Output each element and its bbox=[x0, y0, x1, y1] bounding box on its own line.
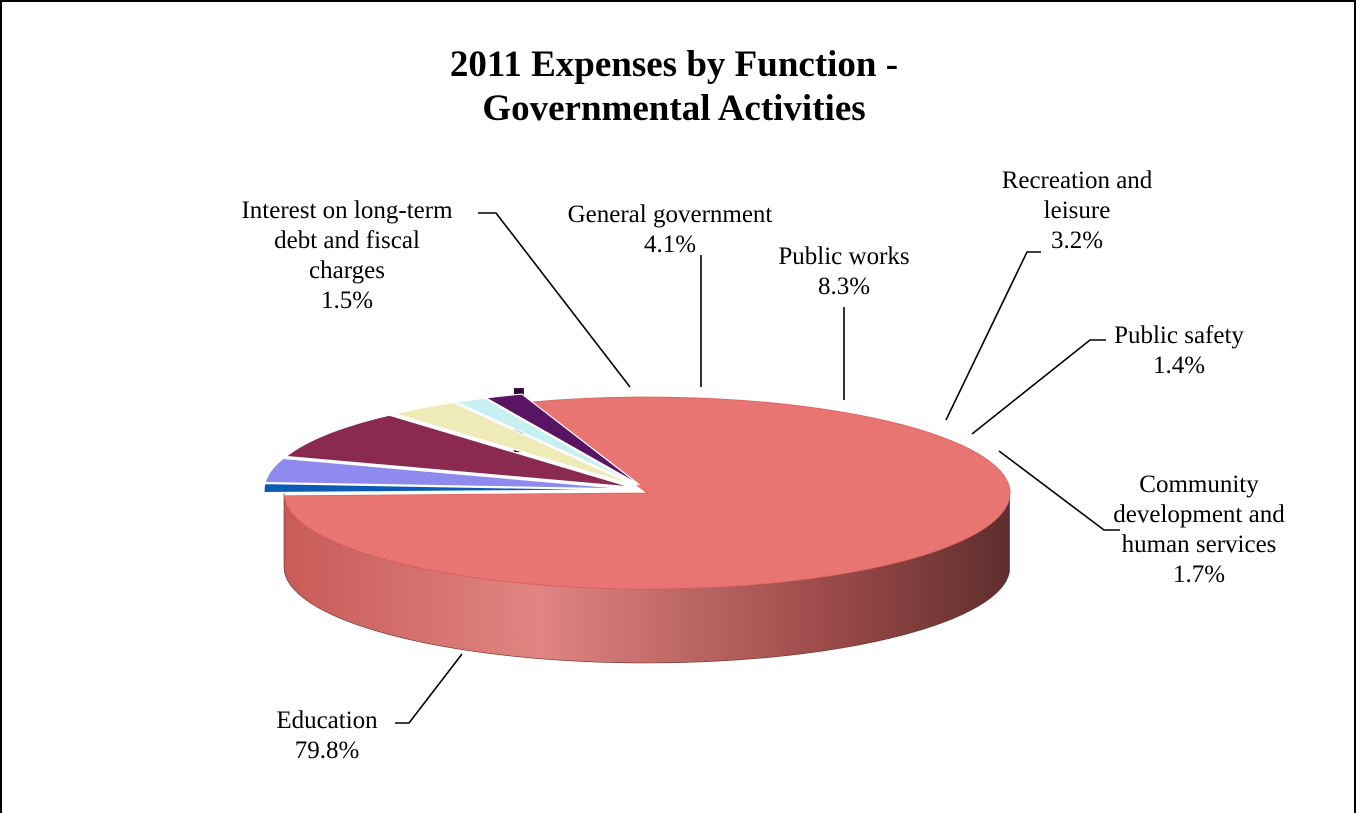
label-interest-line-2: debt and fiscal bbox=[274, 227, 420, 254]
label-general-government-line-1: General government bbox=[568, 201, 773, 228]
chart-title: 2011 Expenses by Function - Governmental… bbox=[450, 44, 898, 129]
label-general-government-line-2: 4.1% bbox=[644, 231, 696, 258]
label-public-works-line-1: Public works bbox=[778, 243, 909, 270]
slice-public_works bbox=[284, 414, 631, 488]
label-public-works: Public works 8.3% bbox=[778, 243, 909, 300]
label-general-government: General government 4.1% bbox=[568, 201, 773, 258]
slice-education bbox=[283, 396, 1011, 590]
label-education: Education 79.8% bbox=[276, 707, 378, 764]
label-public-safety: Public safety 1.4% bbox=[1114, 322, 1244, 379]
slice-public_safety bbox=[453, 397, 639, 486]
label-public-safety-line-1: Public safety bbox=[1114, 322, 1244, 349]
leader-education bbox=[395, 653, 463, 724]
chart-title-line-2: Governmental Activities bbox=[482, 88, 865, 129]
chart-title-line-1: 2011 Expenses by Function - bbox=[450, 44, 898, 85]
label-interest-line-1: Interest on long-term bbox=[241, 197, 453, 224]
slice-community bbox=[484, 393, 640, 486]
slice-general_government bbox=[264, 457, 628, 490]
leader-community bbox=[998, 450, 1120, 531]
label-community-line-2: development and bbox=[1113, 501, 1285, 528]
label-interest: Interest on long-term debt and fiscal char… bbox=[241, 197, 453, 314]
leader-lines bbox=[395, 212, 1120, 724]
leader-interest bbox=[478, 212, 631, 388]
slice-interest bbox=[263, 482, 628, 494]
label-public-works-line-2: 8.3% bbox=[818, 273, 870, 300]
label-education-line-1: Education bbox=[276, 707, 378, 734]
label-recreation-line-1: Recreation and bbox=[1002, 167, 1153, 194]
slice-recreation bbox=[392, 401, 636, 487]
label-community-line-4: 1.7% bbox=[1173, 561, 1225, 588]
label-recreation: Recreation and leisure 3.2% bbox=[1002, 167, 1153, 254]
label-public-safety-line-2: 1.4% bbox=[1153, 352, 1205, 379]
label-interest-line-4: 1.5% bbox=[321, 287, 373, 314]
slice-labels: Interest on long-term debt and fiscal char… bbox=[241, 167, 1285, 764]
label-community-line-3: human services bbox=[1122, 531, 1277, 558]
label-recreation-line-3: 3.2% bbox=[1051, 227, 1103, 254]
label-education-line-2: 79.8% bbox=[295, 737, 360, 764]
pie-tops bbox=[263, 393, 1011, 590]
leader-recreation bbox=[945, 251, 1041, 421]
label-community: Community development and human services 1.… bbox=[1113, 471, 1285, 588]
label-recreation-line-2: leisure bbox=[1044, 197, 1111, 224]
label-community-line-1: Community bbox=[1139, 471, 1259, 498]
label-interest-line-3: charges bbox=[309, 257, 385, 284]
leader-public-safety bbox=[971, 339, 1106, 435]
